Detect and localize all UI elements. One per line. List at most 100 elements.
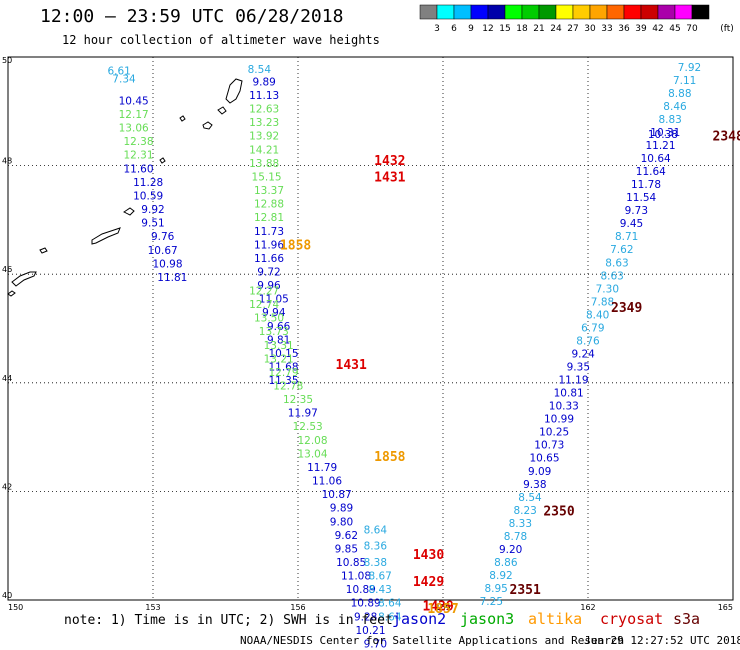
wave-height-value: 12.31 xyxy=(123,150,153,162)
wave-height-value: 11.96 xyxy=(254,239,284,251)
wave-height-value: 9.72 xyxy=(257,266,280,278)
colorbar-tick: 12 xyxy=(482,24,493,34)
wave-height-value: 12.53 xyxy=(293,421,323,433)
pass-time-label: 2349 xyxy=(611,301,642,316)
wave-height-value: 11.79 xyxy=(307,462,337,474)
wave-height-value: 10.89 xyxy=(346,584,376,596)
colorbar-tick: 27 xyxy=(567,24,578,34)
wave-height-value: 11.08 xyxy=(341,571,371,583)
wave-height-value: 8.63 xyxy=(605,257,628,269)
wave-height-value: 8.64 xyxy=(364,524,388,536)
wave-height-value: 11.35 xyxy=(268,375,298,387)
wave-height-value: 8.63 xyxy=(600,270,623,282)
wave-height-value: 8.83 xyxy=(658,114,681,126)
wave-height-value: 8.86 xyxy=(494,557,518,569)
wave-height-value: 8.88 xyxy=(668,88,691,100)
wave-height-value: 7.11 xyxy=(673,75,696,87)
wave-height-value: 10.67 xyxy=(148,245,178,257)
island-outline xyxy=(39,247,48,254)
longitude-label: 150 xyxy=(8,603,23,612)
colorbar-tick: 45 xyxy=(669,24,680,34)
wave-height-value: 9.45 xyxy=(620,218,643,230)
island-outline xyxy=(159,157,166,164)
wave-height-value: 10.33 xyxy=(549,401,579,413)
pass-time-label: 2348 xyxy=(713,130,740,145)
wave-height-value: 12.88 xyxy=(254,199,284,211)
wave-height-value: 9.73 xyxy=(625,205,648,217)
wave-height-value: 8.54 xyxy=(248,64,272,76)
wave-height-value: 9.38 xyxy=(523,479,546,491)
wave-height-value: 13.06 xyxy=(119,123,149,135)
colorbar-tick: 36 xyxy=(618,24,630,34)
wave-height-value: 9.20 xyxy=(499,544,522,556)
wave-height-value: 10.45 xyxy=(119,95,149,107)
longitude-label: 156 xyxy=(290,603,305,612)
wave-height-value: 6.79 xyxy=(581,322,604,334)
wave-height-value: 11.13 xyxy=(249,90,279,102)
colorbar-tick: 30 xyxy=(584,24,596,34)
wave-height-value: 8.64 xyxy=(378,598,402,610)
colorbar-tick: 39 xyxy=(635,24,647,34)
colorbar-tick: 15 xyxy=(499,24,510,34)
pass-time-label: 1431 xyxy=(336,358,367,373)
wave-height-value: 7.34 xyxy=(112,74,136,86)
wave-height-value: 8.54 xyxy=(518,492,542,504)
wave-height-value: 9.92 xyxy=(141,204,164,216)
longitude-label: 159 xyxy=(435,603,450,612)
wave-height-value: 12.17 xyxy=(119,109,149,121)
wave-height-value: 9.62 xyxy=(335,530,358,542)
wave-height-value: 10.25 xyxy=(539,427,569,439)
wave-height-value: 9.85 xyxy=(335,543,358,555)
wave-height-value: 10.73 xyxy=(534,440,564,452)
wave-height-value: 13.31 xyxy=(264,340,294,352)
pass-time-label: 1858 xyxy=(374,450,405,465)
wave-height-value: 10.98 xyxy=(152,258,182,270)
wave-height-value: 11.54 xyxy=(626,192,656,204)
wave-height-value: 12.74 xyxy=(249,299,279,311)
wave-height-value: 12.38 xyxy=(123,136,153,148)
wave-height-value: 12.08 xyxy=(297,435,327,447)
colorbar-tick: 6 xyxy=(451,24,457,34)
wave-height-value: 15.15 xyxy=(252,171,282,183)
wave-height-value: 8.43 xyxy=(368,584,391,596)
wave-height-value: 11.21 xyxy=(645,140,675,152)
legend-jason3: jason3 xyxy=(460,610,515,628)
pass-time-label: 1429 xyxy=(423,599,454,614)
wave-height-value: 13.73 xyxy=(259,326,289,338)
wave-height-value: 13.23 xyxy=(249,117,279,129)
latitude-label: 40 xyxy=(2,591,12,600)
wave-height-value: 8.40 xyxy=(586,309,609,321)
wave-height-value: 10.89 xyxy=(351,598,381,610)
wave-height-value: 9.24 xyxy=(571,348,595,360)
wave-height-value: 10.87 xyxy=(322,489,352,501)
island-outline xyxy=(202,121,213,130)
pass-time-label: 2351 xyxy=(510,583,541,598)
wave-height-value: 10.65 xyxy=(529,453,559,465)
wave-height-value: 9.96 xyxy=(257,280,281,292)
latitude-label: 44 xyxy=(2,374,12,383)
wave-height-value: 11.97 xyxy=(288,408,318,420)
wave-height-value: 9.89 xyxy=(330,503,353,515)
wave-height-value: 14.21 xyxy=(249,144,279,156)
wave-height-value: 8.76 xyxy=(576,335,600,347)
timestamp-text: Jun 29 12:27:52 UTC 2018 xyxy=(584,634,740,647)
wave-height-value: 9.66 xyxy=(267,321,291,333)
colorbar-tick: 18 xyxy=(516,24,528,34)
wave-height-value: 9.80 xyxy=(330,516,353,528)
wave-height-value: 11.73 xyxy=(254,226,284,238)
island-outline xyxy=(179,115,186,122)
colorbar: 3 6 9 12 15 18 21 24 27 30 33 36 39 42 45 70 (ft) xyxy=(419,4,734,34)
wave-height-value: 8.36 xyxy=(364,541,388,553)
wave-height-value: 12.78 xyxy=(273,381,303,393)
pass-time-label: 2350 xyxy=(543,504,574,519)
latitude-label: 46 xyxy=(2,265,12,274)
wave-height-value: 7.30 xyxy=(596,283,619,295)
wave-height-value: 11.66 xyxy=(254,253,284,265)
wave-height-value: 9.09 xyxy=(528,466,551,478)
wave-height-value: 8.95 xyxy=(484,583,507,595)
island-outline xyxy=(217,106,227,115)
credit-text: NOAA/NESDIS Center for Satellite Applica… xyxy=(240,634,625,647)
wave-height-value: 13.21 xyxy=(264,353,294,365)
wave-height-value: 9.89 xyxy=(252,76,275,88)
